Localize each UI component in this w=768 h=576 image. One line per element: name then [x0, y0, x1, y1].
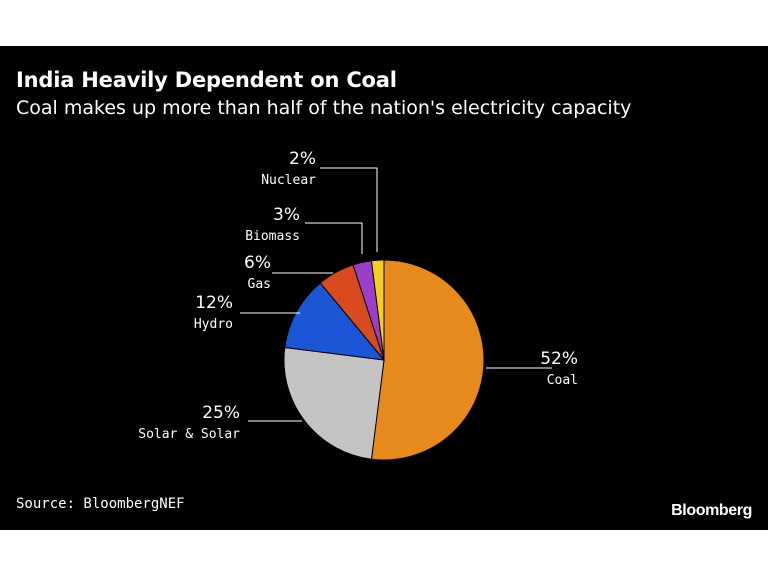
category-label-nuclear: Nuclear [261, 173, 316, 188]
chart-title: India Heavily Dependent on Coal [16, 68, 397, 92]
bloomberg-logo: Bloomberg [671, 502, 752, 519]
category-label-coal: Coal [547, 373, 578, 388]
chart-frame: India Heavily Dependent on Coal Coal mak… [0, 46, 768, 530]
pct-label-solar-solar: 25% [202, 403, 240, 423]
leader-line-nuclear [320, 167, 378, 252]
pct-label-coal: 52% [540, 349, 578, 369]
pct-label-hydro: 12% [195, 293, 233, 313]
pie-slice-coal [370, 259, 485, 461]
pct-label-gas: 6% [244, 253, 271, 273]
pie-slice-hydro [284, 282, 386, 361]
pct-label-biomass: 3% [273, 205, 300, 225]
category-label-gas: Gas [248, 277, 271, 292]
pie-slice-nuclear [370, 259, 385, 361]
category-label-hydro: Hydro [194, 317, 233, 332]
leader-line-biomass [305, 222, 363, 254]
pct-label-nuclear: 2% [289, 149, 316, 169]
category-label-biomass: Biomass [245, 229, 300, 244]
pie-slice-solar-solar [283, 346, 385, 460]
category-label-solar-solar: Solar & Solar [138, 427, 240, 442]
chart-subtitle: Coal makes up more than half of the nati… [16, 97, 632, 119]
source-note: Source: BloombergNEF [16, 496, 185, 512]
pie-chart: 52% Coal 25% Solar & Solar 12% Hydro 6% Gas 3% Bi… [138, 149, 578, 461]
